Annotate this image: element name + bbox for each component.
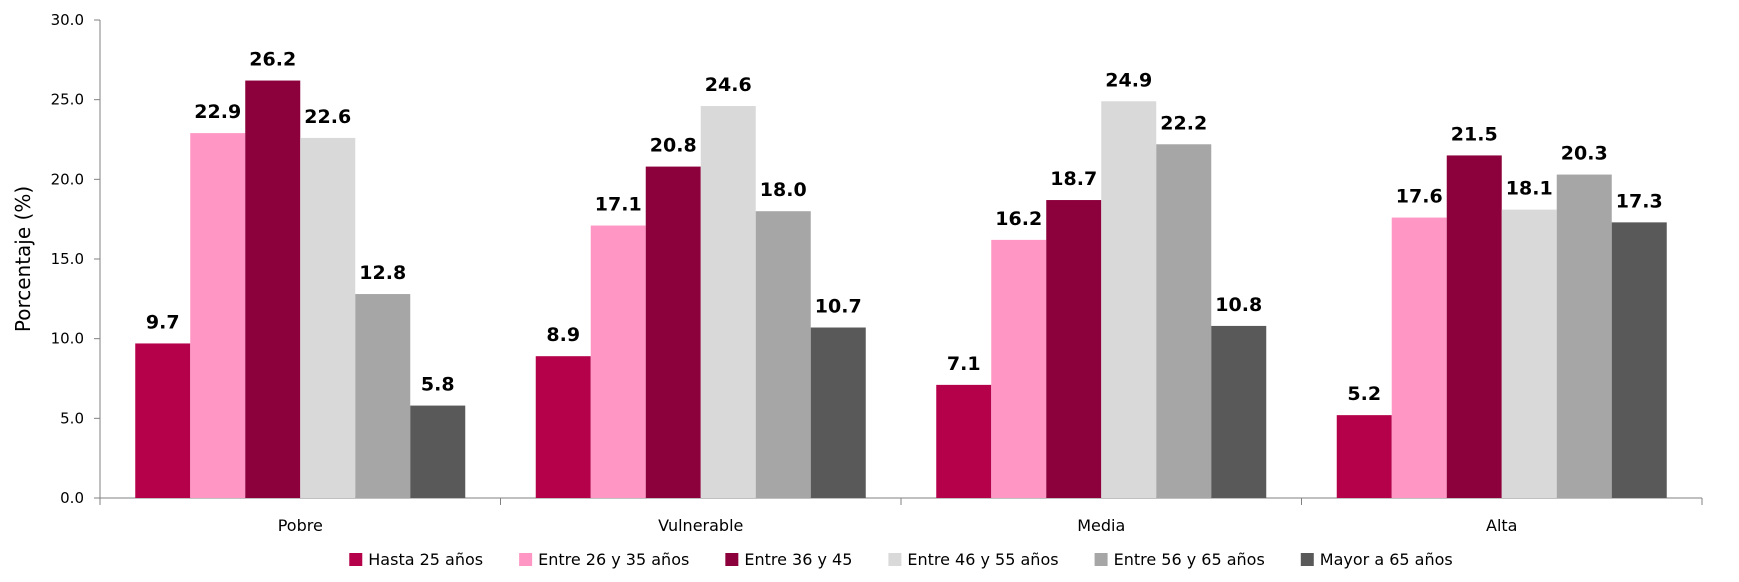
data-label: 18.0	[760, 179, 807, 201]
data-label: 9.7	[146, 311, 180, 333]
bar	[135, 343, 191, 498]
y-tick-label: 25.0	[51, 91, 84, 109]
legend-swatch	[1300, 553, 1314, 566]
legend-item: Hasta 25 años	[349, 550, 483, 569]
data-label: 5.2	[1347, 383, 1381, 405]
x-category-label: Vulnerable	[658, 516, 743, 535]
data-label: 10.7	[815, 296, 862, 318]
bar	[1336, 415, 1392, 498]
y-axis-title: Porcentaje (%)	[11, 186, 35, 332]
y-tick-label: 20.0	[51, 170, 84, 188]
data-label: 17.3	[1616, 190, 1663, 212]
y-tick-label: 10.0	[51, 330, 84, 348]
data-label: 24.9	[1105, 69, 1152, 91]
data-label: 7.1	[947, 353, 981, 375]
data-label: 24.6	[705, 74, 752, 96]
data-label: 17.6	[1396, 186, 1443, 208]
y-tick-label: 30.0	[51, 11, 84, 29]
legend-swatch	[349, 553, 363, 566]
legend-label: Entre 26 y 35 años	[538, 550, 689, 569]
bar	[936, 384, 992, 498]
bar	[355, 294, 411, 498]
data-label: 8.9	[546, 324, 580, 346]
legend-label: Entre 46 y 55 años	[907, 550, 1058, 569]
x-category-label: Pobre	[278, 516, 323, 535]
legend-item: Entre 46 y 55 años	[888, 550, 1059, 569]
x-category-label: Media	[1077, 516, 1125, 535]
bar	[700, 106, 756, 498]
legend-swatch	[725, 553, 739, 566]
data-label: 12.8	[359, 262, 406, 284]
bar	[810, 327, 866, 498]
data-label: 26.2	[249, 49, 296, 71]
data-label: 18.1	[1506, 178, 1553, 200]
data-label: 22.6	[304, 106, 351, 128]
legend-item: Mayor a 65 años	[1300, 550, 1453, 569]
data-label: 20.3	[1561, 143, 1608, 165]
bar	[1446, 155, 1502, 498]
legend-swatch	[519, 553, 533, 566]
data-label: 17.1	[595, 194, 642, 216]
legend-label: Entre 36 y 45	[744, 550, 852, 569]
bar	[1156, 144, 1212, 498]
legend-item: Entre 36 y 45	[725, 550, 852, 569]
data-label: 20.8	[650, 135, 697, 157]
y-tick-label: 5.0	[60, 409, 84, 427]
bar	[1611, 222, 1667, 498]
bar	[755, 211, 811, 498]
legend-label: Mayor a 65 años	[1320, 550, 1453, 569]
legend-swatch	[1094, 553, 1108, 566]
bar	[535, 356, 591, 498]
legend-item: Entre 26 y 35 años	[519, 550, 689, 569]
bar	[1211, 325, 1267, 498]
y-tick-label: 0.0	[60, 489, 84, 507]
bar	[1391, 217, 1447, 498]
data-label: 22.9	[194, 101, 241, 123]
legend-label: Entre 56 y 65 años	[1114, 550, 1265, 569]
x-category-label: Alta	[1486, 516, 1517, 535]
data-label: 16.2	[995, 208, 1042, 230]
bar	[300, 137, 356, 498]
legend-item: Entre 56 y 65 años	[1094, 550, 1265, 569]
legend-swatch	[888, 553, 902, 566]
bar	[590, 225, 646, 499]
data-label: 21.5	[1451, 123, 1498, 145]
bar	[245, 80, 301, 499]
data-labels-layer: 9.7 22.9 26.2 22.6 12.8 5.8 8.9 17.1 20.8 24.6 18.…	[146, 49, 1663, 406]
data-label: 22.2	[1160, 112, 1207, 134]
data-label: 18.7	[1050, 168, 1097, 190]
bar	[1501, 209, 1557, 498]
bar	[1046, 200, 1102, 498]
bar	[190, 133, 246, 499]
data-label: 5.8	[421, 374, 455, 396]
data-label: 10.8	[1215, 294, 1262, 316]
bar	[1556, 174, 1612, 498]
y-tick-label: 15.0	[51, 250, 84, 268]
bar	[1101, 101, 1157, 498]
bar	[410, 405, 466, 498]
bar	[645, 166, 701, 498]
bar	[991, 239, 1047, 498]
bars-layer	[135, 80, 1667, 499]
legend-label: Hasta 25 años	[368, 550, 483, 569]
legend: Hasta 25 años Entre 26 y 35 años Entre 36 …	[349, 550, 1453, 569]
